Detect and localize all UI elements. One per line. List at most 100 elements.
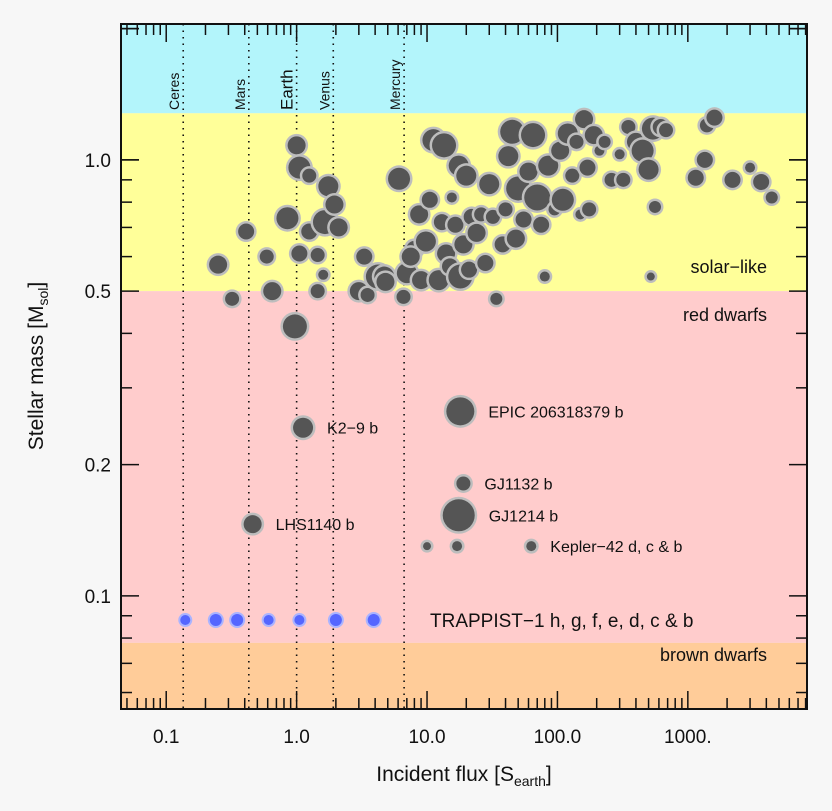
trappist-point (263, 615, 274, 626)
planet-point (325, 195, 344, 214)
planet-line-label: Ceres (166, 73, 182, 110)
planet-point (318, 269, 329, 280)
x-tick-label: 100.0 (534, 727, 582, 748)
planet-point (506, 229, 525, 248)
region-label: solar−like (690, 257, 767, 277)
planet-point (318, 176, 339, 197)
planet-point (432, 133, 457, 158)
planet-point (421, 191, 438, 208)
y-tick-label: 0.2 (85, 456, 111, 477)
planet-point (259, 249, 274, 264)
y-tick-label: 1.0 (85, 151, 111, 172)
labeled-planet-point (243, 515, 262, 534)
planet-point (658, 123, 673, 138)
y-axis-label-sub: sol (35, 288, 51, 306)
planet-point (598, 135, 611, 148)
planet-point (485, 209, 500, 224)
point-annotations: Ceres Mars Earth Venus Mercury EPIC 206318379… (166, 59, 693, 632)
labeled-planet-point (526, 541, 537, 552)
x-tick-label: 1000. (664, 727, 712, 748)
planet-point (477, 255, 494, 272)
planet-point (456, 165, 477, 186)
x-axis-label-main: Incident flux [S (376, 763, 514, 786)
region-label: red dwarfs (683, 305, 767, 325)
region-label: brown dwarfs (660, 645, 767, 665)
planet-point (225, 291, 240, 306)
planet-point (498, 202, 513, 217)
point-label: EPIC 206318379 b (488, 404, 623, 421)
planet-point (209, 255, 228, 274)
planet-point (539, 271, 550, 282)
planet-point (579, 159, 596, 176)
trappist-point (209, 614, 222, 627)
x-tick-label: 1.0 (283, 727, 309, 748)
trappist-label: TRAPPIST−1 h, g, f, e, d, c & b (430, 611, 693, 632)
planet-point (621, 119, 636, 134)
y-tick-label: 0.5 (85, 282, 111, 303)
planet-point (500, 119, 525, 144)
planet-point (519, 162, 538, 181)
planet-point (515, 211, 532, 228)
planet-point (753, 173, 770, 190)
planet-point (490, 292, 503, 305)
y-axis-label: Stellar mass [Msol] (25, 282, 51, 450)
planet-point (569, 134, 584, 149)
planet-line-label: Mars (232, 79, 248, 110)
planet-point (388, 167, 411, 190)
x-axis-label-sub: earth (514, 773, 546, 789)
planet-point (524, 184, 551, 211)
planet-point (376, 272, 395, 291)
planet-point (745, 162, 756, 173)
planet-point (428, 270, 449, 291)
region-2 (121, 291, 807, 643)
kepler42-point (423, 542, 432, 551)
planet-point (724, 171, 741, 188)
planet-point (565, 168, 580, 183)
planet-point (498, 146, 519, 167)
x-axis-label-close: ] (546, 763, 552, 786)
planet-point (302, 168, 317, 183)
trappist-point (367, 614, 380, 627)
planet-point (614, 149, 625, 160)
y-axis-label-close: ] (25, 282, 48, 288)
planet-point (356, 248, 373, 265)
point-label: Kepler−42 d, c & b (550, 539, 682, 556)
planet-line-label: Mercury (387, 59, 403, 110)
labeled-planet-point (456, 476, 471, 491)
planet-point (415, 231, 436, 252)
planet-point (263, 282, 282, 301)
labeled-planet-point (442, 499, 475, 532)
planet-point (291, 245, 308, 262)
planet-point (648, 200, 661, 213)
planet-point (706, 109, 723, 126)
planet-point (287, 136, 306, 155)
planet-point (696, 151, 713, 168)
planet-point (533, 216, 550, 233)
x-axis-label: Incident flux [Searth] (376, 763, 552, 789)
planet-point (631, 139, 654, 162)
trappist-point (180, 615, 191, 626)
planet-point (360, 287, 375, 302)
region-labels: solar−like red dwarfs brown dwarfs (660, 257, 767, 665)
planet-point (329, 218, 348, 237)
point-label: LHS1140 b (276, 517, 355, 534)
planet-point (551, 141, 570, 160)
point-label: GJ1214 b (489, 508, 558, 525)
planet-point (410, 205, 429, 224)
kepler42-point (452, 541, 463, 552)
trappist-point (329, 614, 342, 627)
planet-line-label: Earth (278, 69, 297, 110)
planet-point (446, 192, 457, 203)
planet-line-label: Venus (316, 71, 332, 110)
planet-point (575, 110, 594, 129)
point-label: K2−9 b (327, 421, 378, 438)
planet-point (412, 271, 431, 290)
planet-point (310, 284, 325, 299)
planet-point (401, 247, 420, 266)
labeled-planet-point (293, 417, 314, 438)
x-tick-label: 10.0 (409, 727, 446, 748)
y-tick-label: 0.1 (85, 587, 111, 608)
planet-point (765, 191, 778, 204)
planet-point (638, 159, 659, 180)
